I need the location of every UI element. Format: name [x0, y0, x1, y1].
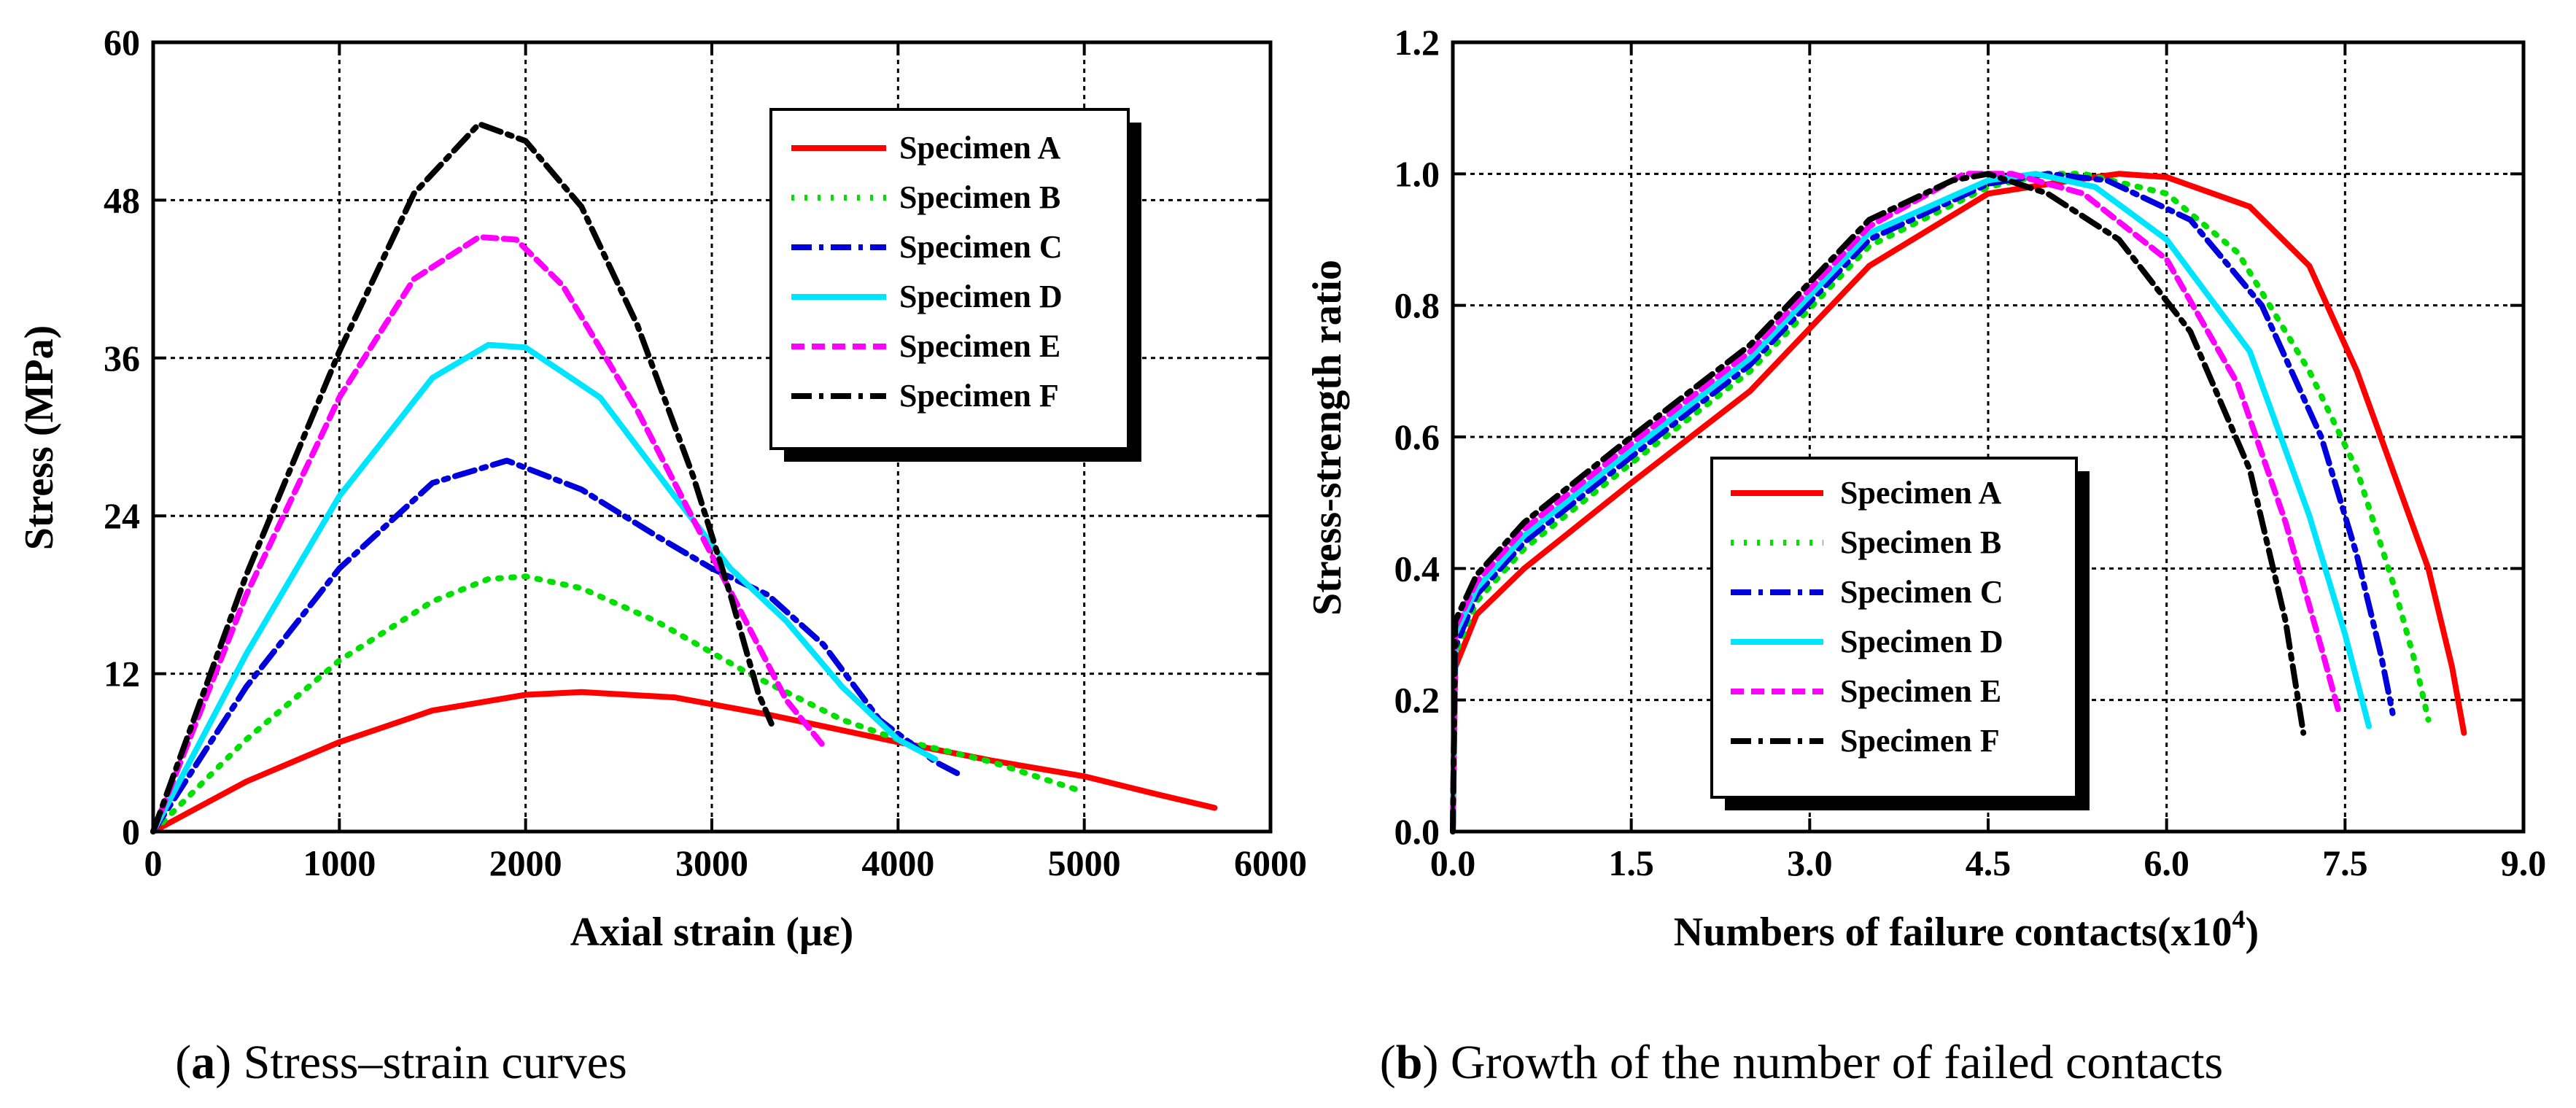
panel-a-stress-strain: 0 1000 2000 3000 4000 5000 6000 0 12 24 36 48 60 Axia… [17, 22, 1307, 1089]
legend-label: Specimen D [1840, 624, 2003, 659]
y-tick-label: 0.0 [1394, 811, 1440, 852]
y-axis-label: Stress-strength ratio [1305, 260, 1350, 616]
legend-label: Specimen D [899, 279, 1063, 314]
legend-label: Specimen A [899, 130, 1060, 166]
legend-label: Specimen B [899, 179, 1060, 215]
legend-label: Specimen B [1840, 524, 2001, 560]
x-tick-label: 1.5 [1608, 842, 1654, 883]
legend-label: Specimen E [899, 328, 1060, 364]
series-line-specimen-d [1450, 171, 2372, 834]
y-tick-label: 24 [104, 495, 140, 536]
y-tick-label: 36 [104, 338, 140, 379]
series-line-specimen-f [150, 120, 775, 834]
series-line-specimen-a [150, 689, 1218, 834]
legend-label: Specimen C [899, 229, 1063, 265]
x-tick-label: 6000 [1234, 842, 1307, 883]
series-line-specimen-f [1450, 171, 2307, 834]
ticks: 0 1000 2000 3000 4000 5000 6000 0 12 24 36 48 60 [104, 22, 1307, 883]
panel-b-failed-contacts: 0.0 1.5 3.0 4.5 6.0 7.5 9.0 0.0 0.2 0.4 0.6 0.8 1.0 1… [1305, 22, 2546, 1089]
y-tick-label: 48 [104, 179, 140, 220]
y-tick-label: 12 [104, 654, 140, 694]
legend: Specimen A Specimen B Specimen C Specimen D… [769, 108, 1141, 462]
series-line-specimen-e [1450, 171, 2343, 834]
legend: Specimen A Specimen B Specimen C Specimen D… [1710, 457, 2090, 810]
y-tick-label: 0.6 [1394, 417, 1440, 457]
x-tick-label: 0 [144, 842, 163, 883]
legend-box [769, 108, 1130, 450]
legend-label: Specimen F [899, 378, 1059, 414]
series-line-specimen-d [150, 341, 939, 834]
x-tick-label: 9.0 [2501, 842, 2547, 883]
x-tick-label: 7.5 [2322, 842, 2368, 883]
y-tick-label: 1.0 [1394, 153, 1440, 194]
ticks: 0.0 1.5 3.0 4.5 6.0 7.5 9.0 0.0 0.2 0.4 0.6 0.8 1.0 1… [1394, 22, 2547, 883]
y-tick-label: 0.2 [1394, 680, 1440, 721]
x-tick-label: 3000 [675, 842, 748, 883]
caption-b: (b) Growth of the number of failed conta… [1380, 1036, 2224, 1089]
legend-label: Specimen A [1840, 475, 2001, 511]
y-tick-label: 0 [122, 811, 140, 852]
y-tick-label: 0.8 [1394, 285, 1440, 326]
x-tick-label: 0.0 [1430, 842, 1476, 883]
x-tick-label: 2000 [489, 842, 562, 883]
x-tick-label: 1000 [303, 842, 376, 883]
x-tick-label: 5000 [1048, 842, 1121, 883]
legend-label: Specimen F [1840, 723, 2000, 759]
y-axis-label: Stress (MPa) [17, 325, 62, 550]
x-tick-label: 6.0 [2144, 842, 2189, 883]
caption-a: (a) Stress–strain curves [175, 1036, 627, 1089]
series-group [150, 120, 1218, 834]
x-axis-label: Axial strain (με) [570, 910, 854, 955]
x-tick-label: 4000 [861, 842, 934, 883]
series-group [1450, 171, 2467, 834]
x-axis-label: Numbers of failure contacts(x104) [1674, 904, 2259, 955]
x-tick-label: 4.5 [1966, 842, 2011, 883]
y-tick-label: 1.2 [1394, 22, 1440, 63]
y-tick-label: 60 [104, 22, 140, 63]
legend-label: Specimen E [1840, 673, 2001, 709]
x-tick-label: 3.0 [1787, 842, 1833, 883]
series-line-specimen-b [150, 573, 1087, 834]
legend-label: Specimen C [1840, 574, 2003, 610]
series-line-specimen-e [150, 233, 827, 834]
y-tick-label: 0.4 [1394, 548, 1440, 589]
